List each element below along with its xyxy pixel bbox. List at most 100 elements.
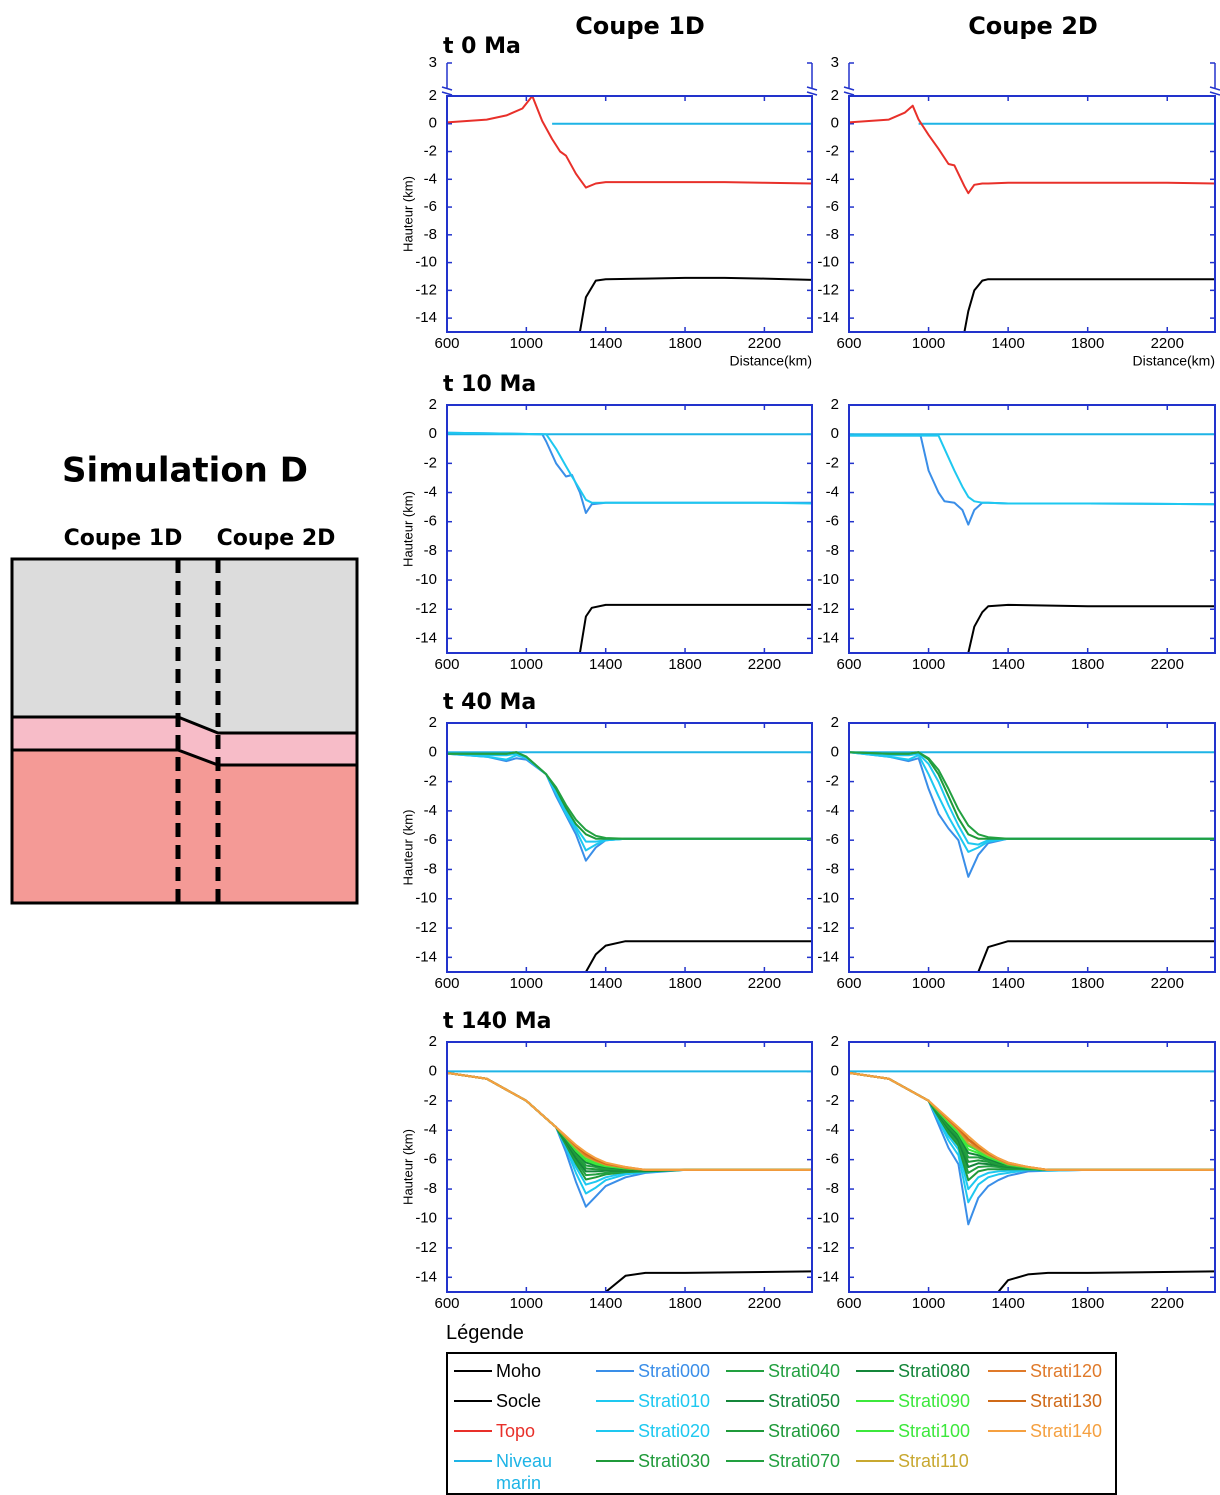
series-line (447, 752, 812, 843)
series-line (849, 104, 1215, 195)
interface (12, 748, 357, 767)
x-tick-label: 1000 (912, 335, 945, 352)
panel-title: t 10 Ma (443, 372, 536, 397)
legend-item: Strati130 (988, 1390, 1110, 1412)
series-line (849, 751, 1215, 846)
x-tick-label: 1400 (589, 335, 622, 352)
plot-frame (446, 95, 813, 333)
plot-frame (446, 404, 813, 654)
y-tick-label: -8 (424, 860, 437, 877)
y-tick-label: 0 (429, 743, 437, 760)
series-line (963, 278, 1215, 332)
legend-item: Niveau marin (454, 1450, 566, 1494)
panel: -14 -12 -10 -8 -6 -4 -2 0 2 600 1000 1400 1800 2200 (817, 714, 1216, 992)
series-line (849, 751, 1215, 840)
panel-title: t 0 Ma (443, 34, 521, 59)
x-tick-label: 1000 (912, 1295, 945, 1312)
legend-item: Strati100 (856, 1420, 978, 1442)
x-tick-label: 1400 (991, 335, 1024, 352)
legend-item: Topo (454, 1420, 566, 1442)
column-title: Coupe 2D (968, 12, 1098, 40)
interface (12, 715, 357, 735)
x-axis-label: Distance(km) (730, 353, 812, 369)
series-line (977, 940, 1215, 972)
legend-label: Strati000 (638, 1361, 711, 1381)
y-tick-label: -2 (424, 142, 437, 159)
legend-item: Moho (454, 1360, 566, 1382)
y-tick-label: 2 (831, 87, 839, 104)
y-tick-label: -6 (424, 831, 437, 848)
y-tick-label: -12 (817, 1239, 839, 1256)
panel-title: t 40 Ma (443, 690, 536, 715)
y-tick-label: -2 (826, 773, 839, 790)
legend-swatch (988, 1400, 1026, 1402)
y-tick-label: -6 (424, 1151, 437, 1168)
y-tick-label: -4 (826, 483, 839, 500)
y-tick-label: -14 (817, 309, 839, 326)
legend-swatch (596, 1460, 634, 1462)
legend-label: Niveau marin (496, 1451, 553, 1493)
legend-label: Strati010 (638, 1391, 711, 1411)
y-axis-label: Hauteur (km) (400, 1129, 415, 1205)
legend-label: Strati110 (898, 1451, 969, 1471)
schematic-label: Coupe 1D (64, 526, 183, 551)
x-tick-label: 2200 (748, 1295, 781, 1312)
legend-label: Strati080 (898, 1361, 971, 1381)
series-line (849, 1071, 1215, 1204)
legend-label: Socle (496, 1391, 542, 1411)
y-tick-label: 2 (429, 396, 437, 413)
legend-label: Moho (496, 1361, 542, 1381)
x-tick-label: 1800 (668, 1295, 701, 1312)
y-tick-label: -2 (826, 142, 839, 159)
schematic (10, 557, 359, 905)
panel-title: t 140 Ma (443, 1009, 552, 1034)
plot-frame (848, 404, 1216, 654)
x-tick-label: 1400 (589, 1295, 622, 1312)
y-axis-label: Hauteur (km) (400, 176, 415, 252)
series-line (447, 752, 812, 862)
panel: -14 -12 -10 -8 -6 -4 -2 0 2 600 1000 1400 1800 2200 (817, 1033, 1216, 1312)
legend-item: Socle (454, 1390, 566, 1412)
x-tick-label: 600 (434, 975, 459, 992)
x-tick-label: 2200 (748, 975, 781, 992)
panel: t 0 Ma Hauteur (km) Distance(km) -14 -12 -10 -… (400, 34, 818, 369)
y-tick-label: -14 (817, 629, 839, 646)
axis-break (1209, 91, 1220, 96)
legend-swatch (856, 1370, 894, 1372)
x-tick-label: 1800 (1071, 656, 1104, 673)
series-line (967, 603, 1215, 653)
legend-title: Légende (446, 1322, 524, 1344)
legend-item: Strati020 (596, 1420, 718, 1442)
x-tick-label: 1800 (1071, 1295, 1104, 1312)
y-tick-label: -8 (826, 542, 839, 559)
y-tick-label: 2 (429, 714, 437, 731)
x-tick-label: 600 (434, 335, 459, 352)
axis-break (441, 86, 453, 91)
lines (447, 431, 812, 653)
legend-swatch (856, 1400, 894, 1402)
lines (447, 96, 812, 332)
series-line (447, 751, 812, 840)
x-tick-label: 1800 (1071, 335, 1104, 352)
legend-label: Strati030 (638, 1451, 711, 1471)
series-line (849, 751, 1215, 878)
legend-swatch (454, 1430, 492, 1432)
schematic-frame (10, 557, 359, 905)
legend-swatch (454, 1460, 492, 1462)
y-tick-label: -12 (415, 600, 437, 617)
legend-swatch (596, 1430, 634, 1432)
series-line (447, 1071, 812, 1208)
plot-frame (446, 1041, 813, 1293)
series-line (447, 96, 812, 189)
y-tick-label: -12 (817, 919, 839, 936)
legend-item: Strati000 (596, 1360, 718, 1382)
x-tick-label: 600 (434, 1295, 459, 1312)
y-tick-label: -2 (424, 1092, 437, 1109)
y-tick-label: 2 (429, 1033, 437, 1050)
y-tick-label: -2 (424, 773, 437, 790)
lines (849, 1070, 1215, 1292)
x-tick-label: 1000 (510, 656, 543, 673)
axis-break (843, 91, 855, 96)
x-tick-label: 600 (836, 656, 861, 673)
legend-swatch (856, 1460, 894, 1462)
